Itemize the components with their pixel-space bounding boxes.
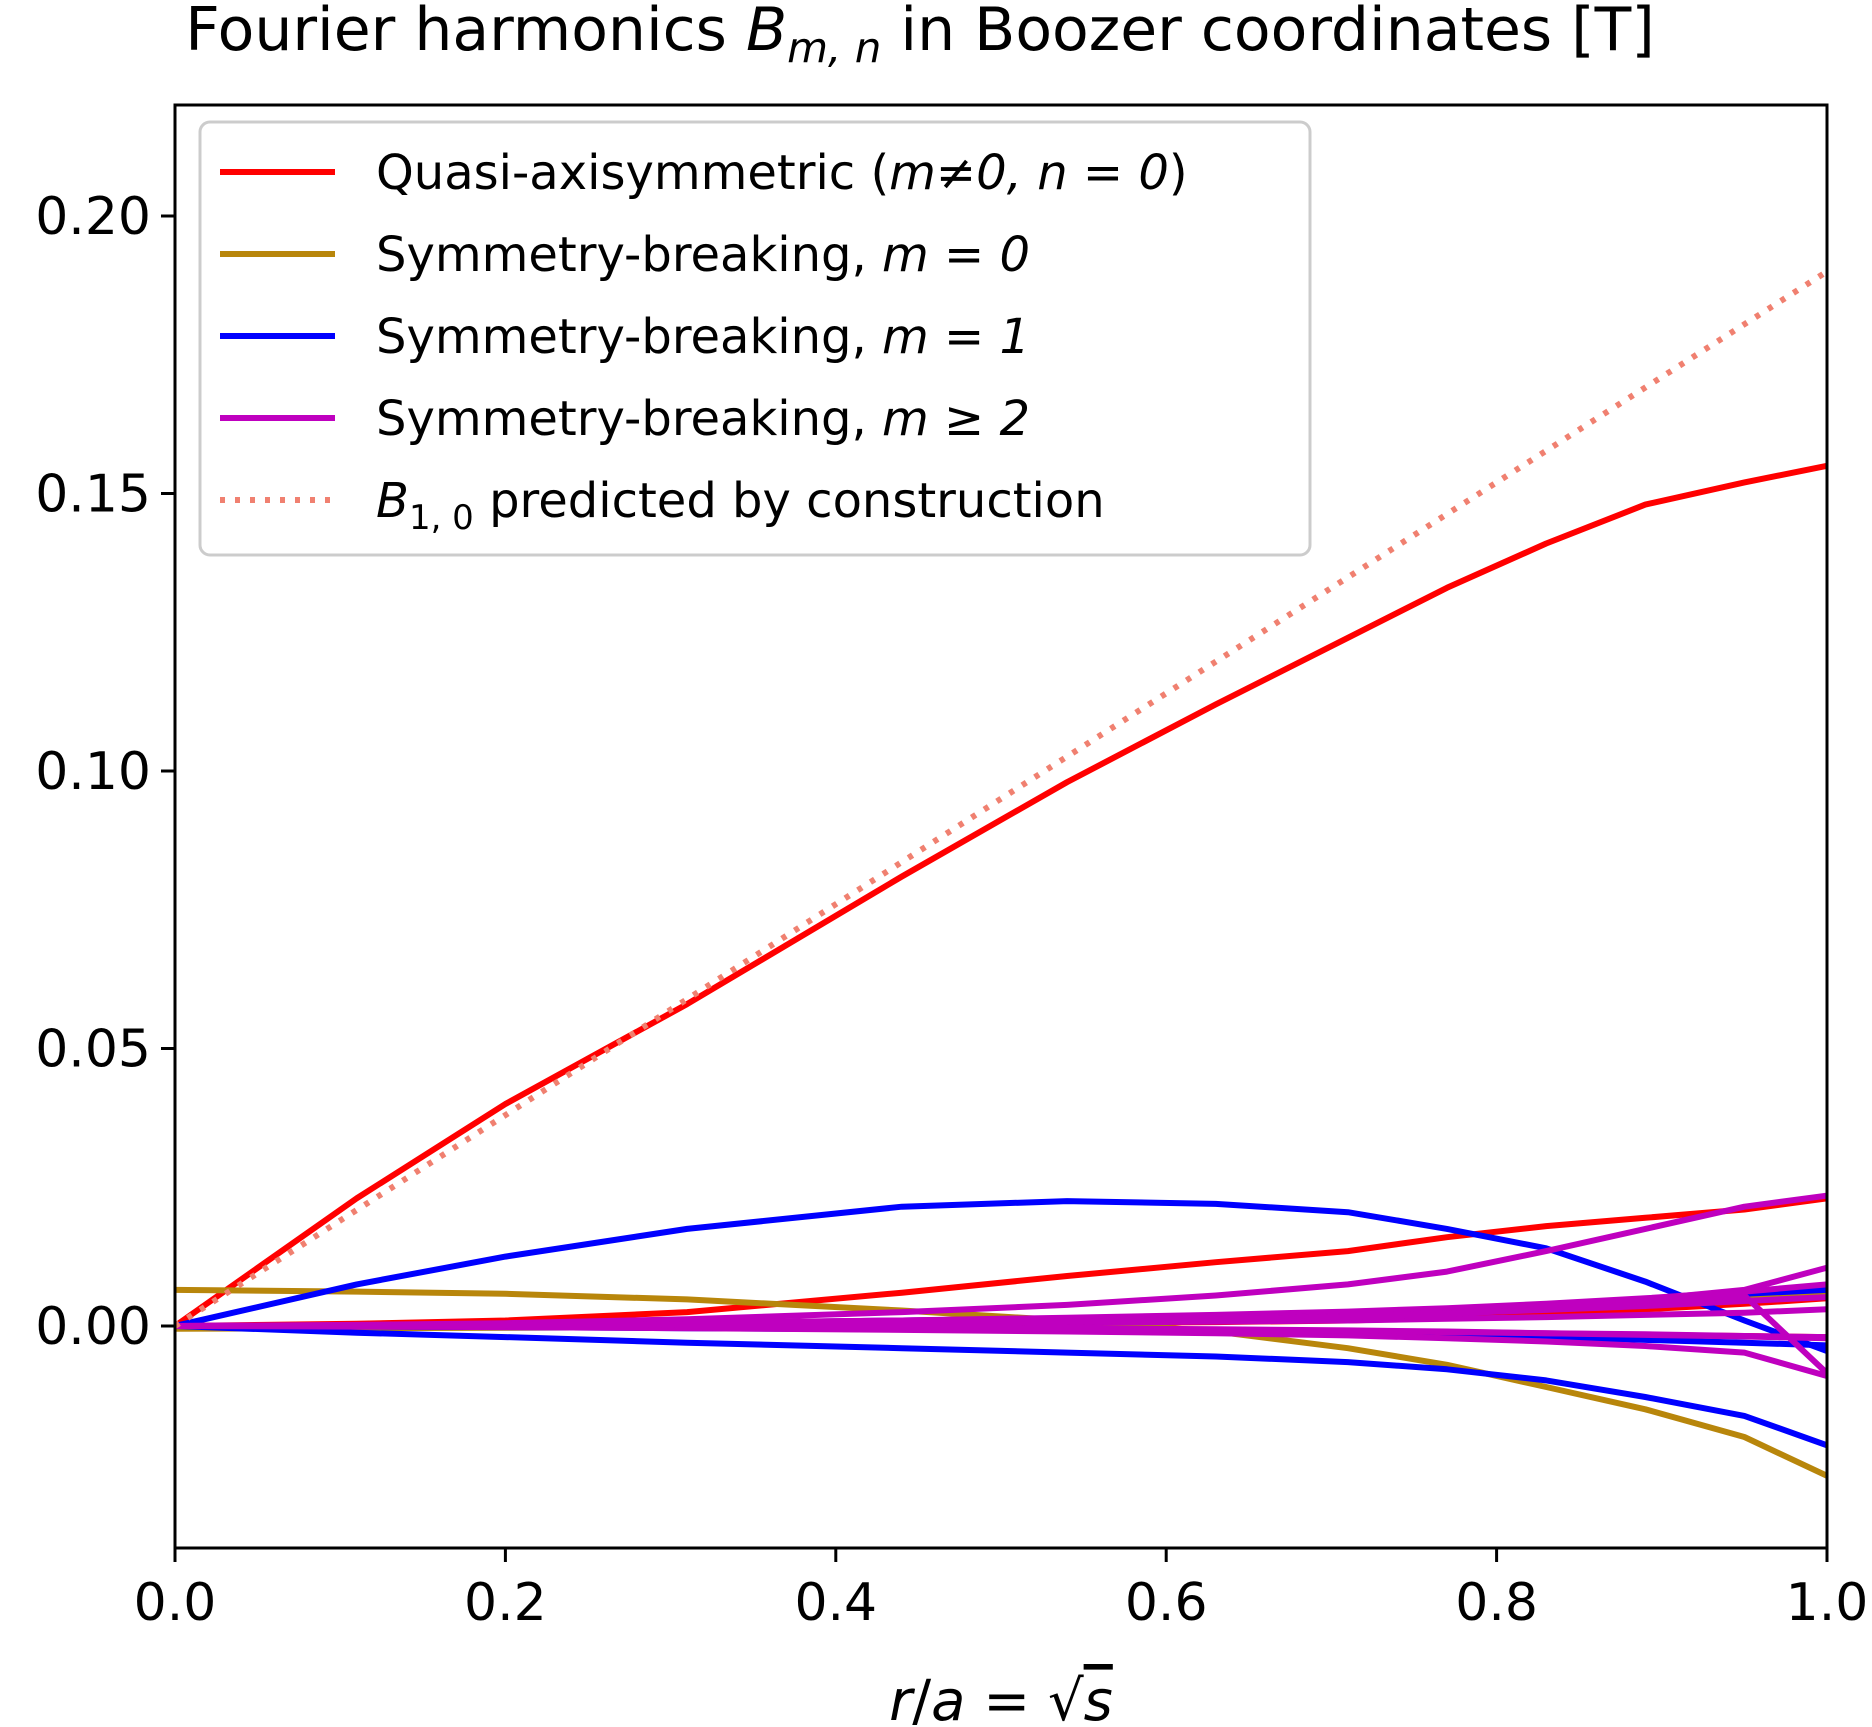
series-line-m2 <box>175 1292 1827 1378</box>
y-tick-label: 0.10 <box>35 742 151 802</box>
legend-box <box>198 120 1312 557</box>
x-tick-label: 0.6 <box>1125 1573 1208 1633</box>
x-axis-ticks: 0.0 0.2 0.4 0.6 0.8 1.0 <box>134 1548 1869 1633</box>
x-tick-label: 0.8 <box>1455 1573 1538 1633</box>
series-line-m1 <box>175 1198 1827 1355</box>
series-line-predicted <box>175 268 1827 1329</box>
x-axis-label: r/a = √s <box>889 1669 1113 1727</box>
legend: Quasi-axisymmetric (m≠0, n = 0) Symmetry-… <box>198 120 1312 557</box>
chart-title: Fourier harmonics Bm, n in Boozer coordi… <box>185 0 1654 72</box>
x-tick-label: 0.0 <box>134 1573 217 1633</box>
series-layer <box>175 268 1827 1480</box>
y-tick-label: 0.15 <box>35 465 151 525</box>
legend-label: B1, 0 predicted by construction <box>376 473 1105 538</box>
plot-frame <box>173 103 1829 1550</box>
series-line-qa <box>175 462 1827 1330</box>
legend-label: Symmetry-breaking, m = 0 <box>376 227 1030 283</box>
x-tick-label: 1.0 <box>1786 1573 1869 1633</box>
legend-label: Symmetry-breaking, m = 1 <box>376 309 1030 365</box>
y-tick-label: 0.00 <box>35 1297 151 1357</box>
series-line-m1 <box>175 1322 1827 1449</box>
x-tick-label: 0.4 <box>794 1573 877 1633</box>
y-axis-ticks: 0.00 0.05 0.10 0.15 0.20 <box>35 187 175 1357</box>
x-tick-label: 0.2 <box>464 1573 547 1633</box>
y-tick-label: 0.05 <box>35 1020 151 1080</box>
y-tick-label: 0.20 <box>35 187 151 247</box>
legend-label: Symmetry-breaking, m ≥ 2 <box>376 391 1030 447</box>
legend-label: Quasi-axisymmetric (m≠0, n = 0) <box>376 145 1188 201</box>
